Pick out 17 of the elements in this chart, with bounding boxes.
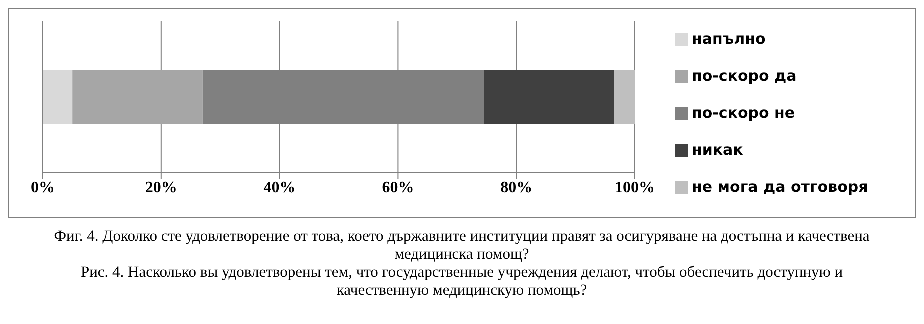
bar [72, 70, 203, 124]
legend-label: по-скоро да [692, 66, 797, 84]
text: Рис. 4. Насколько вы удовлетворены тем, что государственные учреждения делают, чтобы обеспечить доступную и качественную медицинскую помощь? [80, 264, 844, 300]
x-tick-label: 20% [145, 179, 178, 196]
x-tick-label: 80% [500, 179, 533, 196]
x-tick-label: 100% [615, 179, 655, 196]
bar [43, 70, 73, 124]
legend-label: по-скоро не [692, 104, 796, 122]
legend-label: напълно [692, 30, 766, 48]
legend-label: не мога да отговоря [692, 178, 868, 196]
legend-label: никак [692, 140, 744, 158]
bar [484, 70, 614, 124]
bar [614, 70, 635, 124]
x-tick-label: 60% [382, 179, 414, 196]
x-tick-label: 0% [31, 179, 55, 196]
x-tick-label: 40% [264, 179, 296, 196]
text: Фиг. 4. Доколко сте удовлетворение от това, което държавните институции правят за осигуряване на достъпна и качествена медицинска помощ? [53, 228, 871, 264]
